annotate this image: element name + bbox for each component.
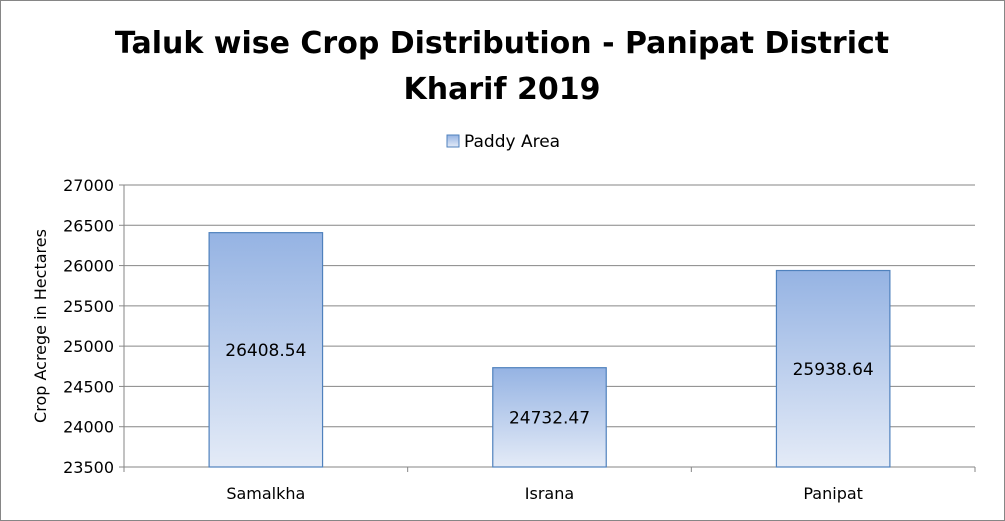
x-axis-ticks: Samalkha Israna Panipat [123, 467, 976, 503]
chart-title-line-1: Taluk wise Crop Distribution - Panipat D… [115, 26, 889, 61]
x-tick-label-israna: Israna [525, 484, 574, 503]
y-tick-label-1: 24000 [63, 418, 114, 437]
data-label-panipat: 25938.64 [793, 360, 874, 380]
y-tick-label-4: 25500 [63, 297, 114, 316]
y-tick-label-3: 25000 [63, 337, 114, 356]
data-labels: 26408.54 24732.47 25938.64 [225, 341, 873, 429]
bar-panipat [775, 269, 891, 468]
bar-samalkha [208, 232, 324, 468]
legend-label: Paddy Area [464, 132, 560, 152]
y-tick-label-6: 26500 [63, 216, 114, 235]
y-axis-ticks: 23500 24000 24500 25000 25500 26000 26500 27000 [63, 176, 124, 477]
x-tick-label-samalkha: Samalkha [226, 484, 305, 503]
data-label-samalkha: 26408.54 [225, 341, 306, 361]
y-tick-label-5: 26000 [63, 257, 114, 276]
legend-swatch [446, 134, 460, 148]
y-tick-label-0: 23500 [63, 458, 114, 477]
x-tick-label-panipat: Panipat [803, 484, 863, 503]
legend: Paddy Area [446, 132, 560, 152]
bars [208, 232, 891, 468]
bar-israna [492, 367, 607, 468]
chart-title-line-2: Kharif 2019 [404, 72, 601, 107]
y-tick-label-7: 27000 [63, 176, 114, 195]
y-axis-label: Crop Acrege in Hectares [31, 229, 50, 423]
data-label-israna: 24732.47 [509, 408, 590, 428]
y-tick-label-2: 24500 [63, 377, 114, 396]
